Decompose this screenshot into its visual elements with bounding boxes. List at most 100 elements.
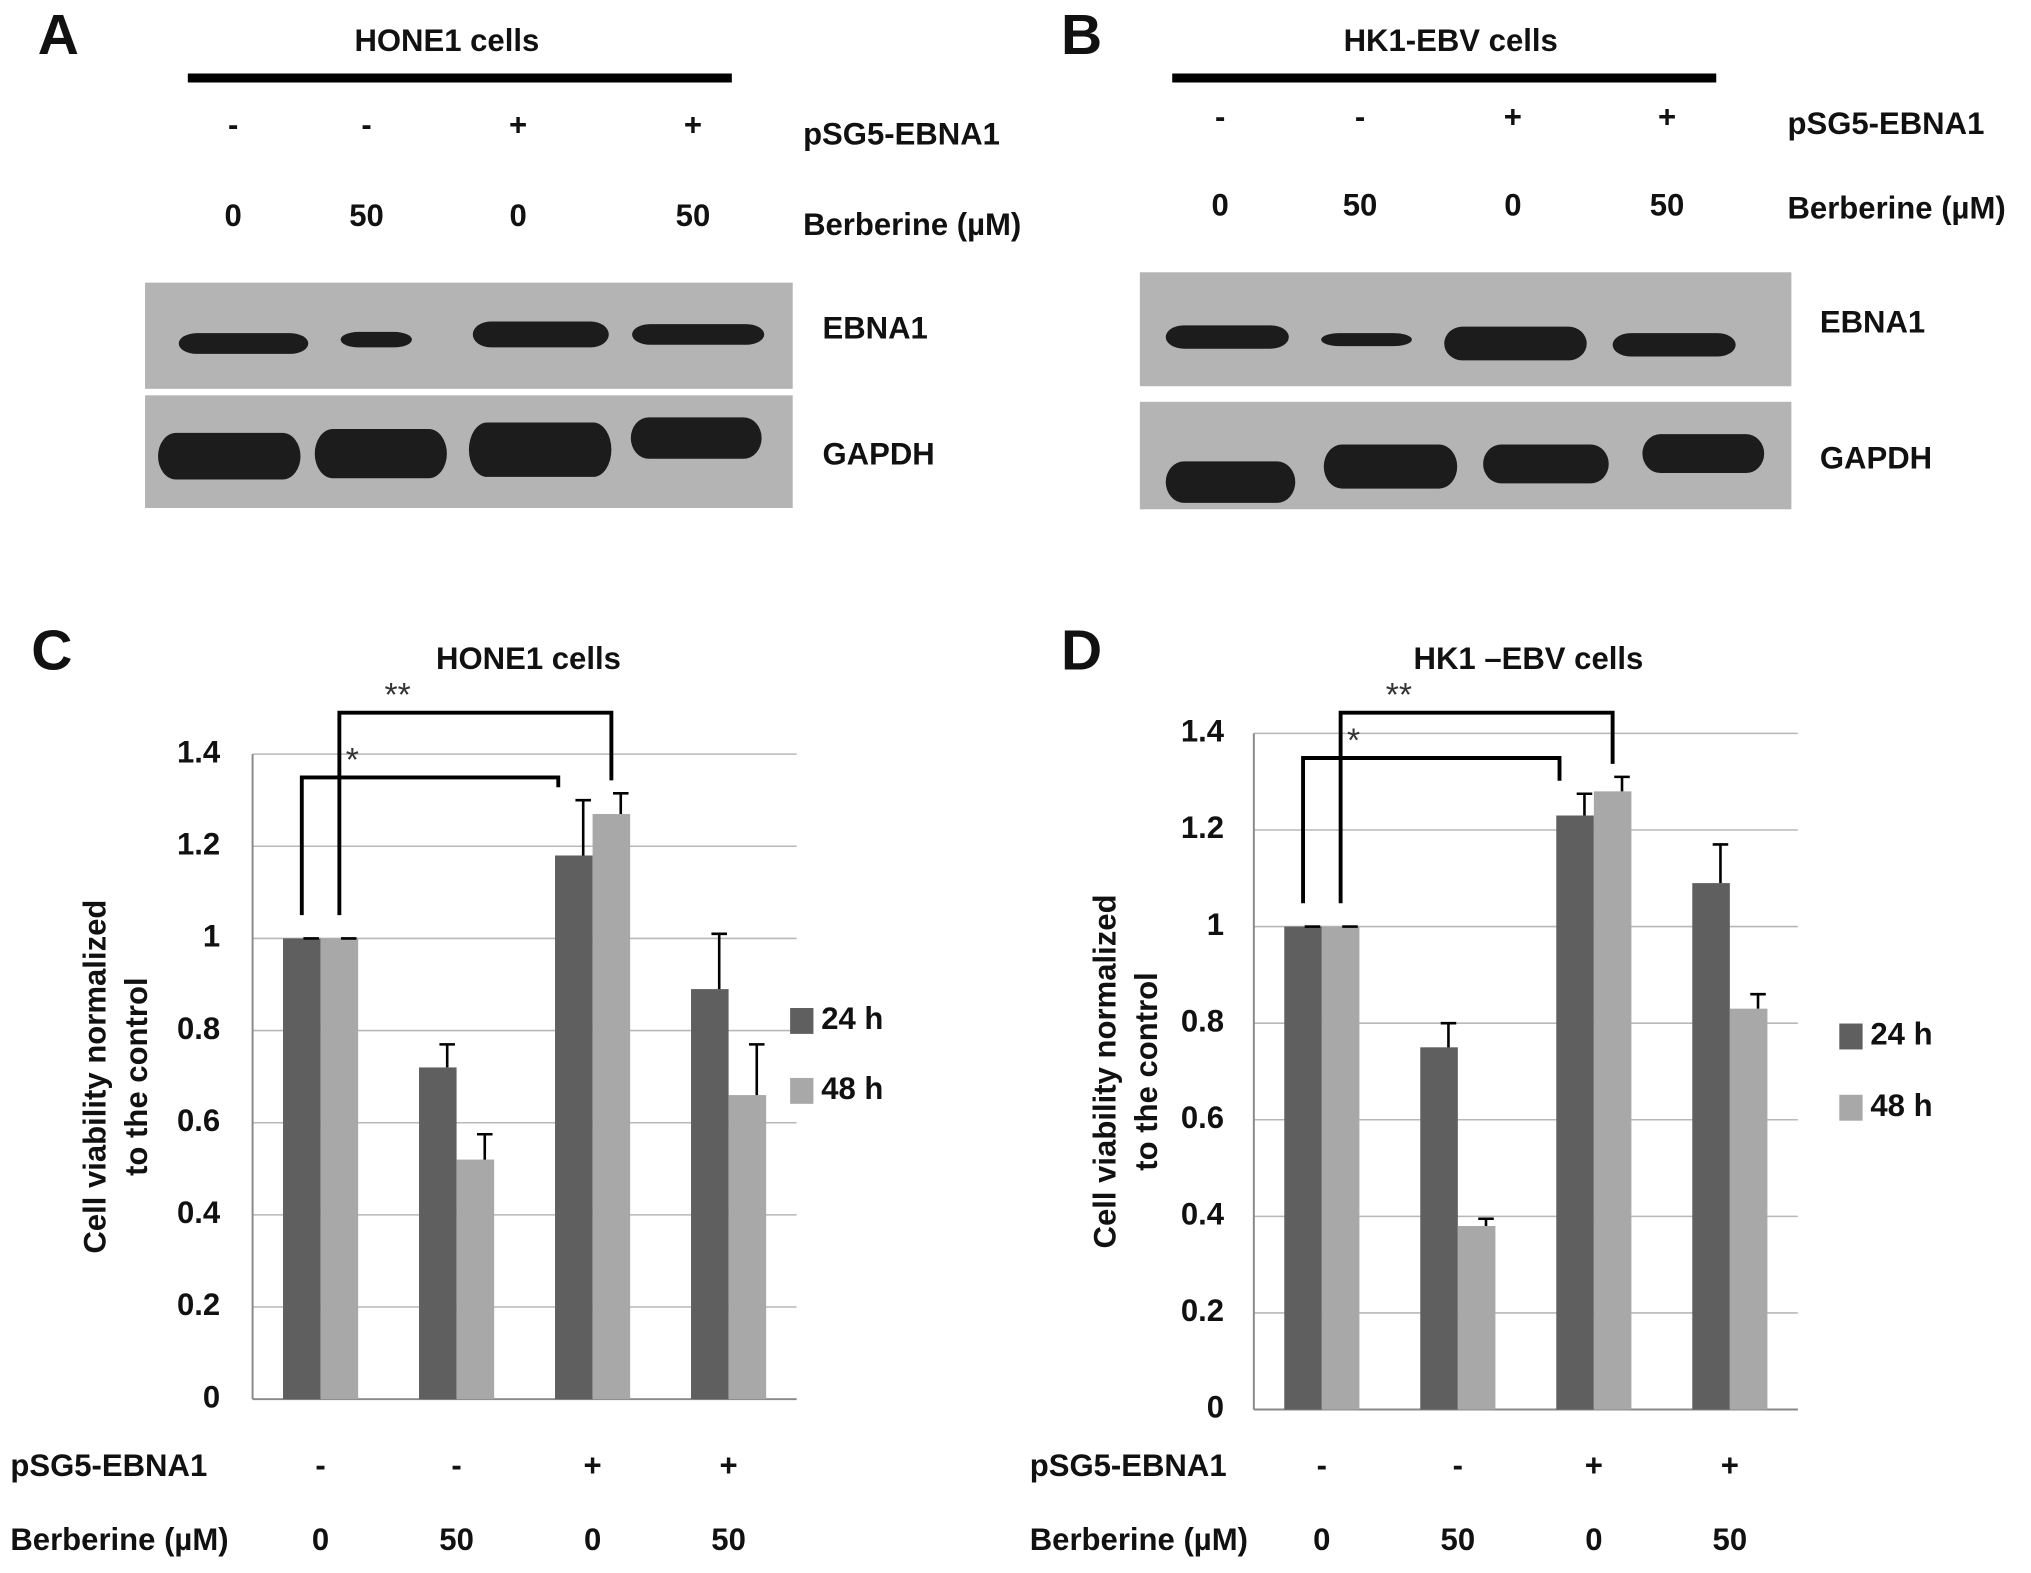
x-row-label: pSG5-EBNA1 [10,1448,207,1483]
legend-label: 24 h [1870,1017,1932,1052]
y-tick-label: 1.4 [177,734,221,769]
x-row-value: 50 [711,1522,746,1557]
significance-label: ** [1386,677,1412,714]
plasmid-sign: + [1504,100,1522,135]
band [178,333,309,354]
x-row-value: 0 [584,1522,601,1557]
panel-letter: C [31,618,72,682]
band [158,432,301,480]
dose-row-label: Berberine (µM) [803,207,1021,242]
bar [691,989,729,1400]
y-axis-label: to the control [1129,972,1164,1171]
x-row-value: - [1453,1448,1463,1483]
bar [728,1095,767,1400]
error-bar [1576,792,1593,816]
panel-letter: B [1061,3,1102,67]
plasmid-sign: + [509,107,527,142]
bar [1593,791,1632,1410]
band [1483,444,1609,484]
y-tick-label: 0.6 [177,1103,220,1138]
plasmid-row-label: pSG5-EBNA1 [1787,106,1984,141]
dose-label: 50 [349,198,384,233]
error-bar [476,1132,493,1160]
y-tick-label: 1 [203,919,220,954]
x-row-value: 0 [1585,1522,1602,1557]
panel-letter: A [38,3,79,67]
significance-bracket [337,710,614,916]
x-row-label: Berberine (µM) [10,1522,228,1557]
y-tick-label: 0 [203,1379,220,1414]
x-row-label: pSG5-EBNA1 [1030,1448,1227,1483]
band [1323,444,1458,489]
band-label: EBNA1 [1820,304,1925,339]
dose-label: 0 [509,198,526,233]
error-bar [1614,775,1630,792]
bar [1284,926,1322,1410]
band [1642,434,1765,474]
panel-letter: D [1061,618,1102,682]
bar [1729,1008,1768,1410]
error-bar [1440,1021,1457,1048]
bar [283,938,321,1400]
dose-label: 50 [1343,188,1378,223]
x-row-value: + [720,1448,738,1483]
x-row-value: - [451,1448,461,1483]
bar [592,814,631,1400]
band [1321,333,1412,347]
y-tick-label: 1.4 [1181,714,1225,749]
blot-title: HONE1 cells [354,23,539,58]
x-row-value: 50 [1713,1522,1748,1557]
y-tick-label: 0.2 [1181,1293,1224,1328]
plasmid-sign: - [361,107,371,142]
x-row-value: 0 [1313,1522,1330,1557]
dose-label: 50 [676,198,711,233]
significance-bracket [1338,710,1615,904]
band-label: GAPDH [823,436,935,471]
legend-swatch [790,1077,814,1104]
dose-row-label: Berberine (µM) [1787,190,2005,225]
legend-label: 24 h [821,1001,883,1036]
band [630,417,762,459]
y-tick-label: 0.2 [177,1287,220,1322]
bar [555,855,593,1400]
band [1165,461,1296,503]
bar [1420,1047,1458,1410]
x-row-value: - [315,1448,325,1483]
dose-label: 0 [225,198,242,233]
band [1165,325,1289,349]
y-tick-label: 0.4 [1181,1197,1225,1232]
dose-label: 0 [1504,188,1521,223]
y-tick-label: 0 [1207,1390,1224,1425]
band [632,324,765,345]
bar [419,1067,457,1400]
significance-bracket [299,775,561,916]
y-tick-label: 1 [1207,907,1224,942]
plasmid-sign: - [228,107,238,142]
bar [456,1159,495,1400]
error-bar [1478,1217,1494,1227]
plasmid-sign: - [1215,100,1225,135]
significance-label: * [346,742,359,779]
y-tick-label: 0.8 [177,1011,220,1046]
band-label: GAPDH [1820,440,1932,475]
error-bar [711,932,727,990]
legend-swatch [1839,1094,1863,1121]
band [472,321,609,348]
bar [1692,883,1730,1410]
plasmid-sign: - [1355,100,1365,135]
y-tick-label: 0.8 [1181,1003,1224,1038]
y-axis-label: to the control [119,977,154,1176]
chart-title: HK1 –EBV cells [1414,641,1644,676]
band [1444,326,1587,361]
x-row-value: 50 [1441,1522,1476,1557]
band-label: EBNA1 [823,311,928,346]
dose-label: 0 [1212,188,1229,223]
dose-label: 50 [1650,188,1685,223]
x-row-value: + [1721,1448,1739,1483]
plasmid-sign: + [1658,100,1676,135]
plasmid-sign: + [684,107,702,142]
x-row-value: 50 [439,1522,474,1557]
bar [1556,815,1594,1410]
bar [320,938,359,1400]
